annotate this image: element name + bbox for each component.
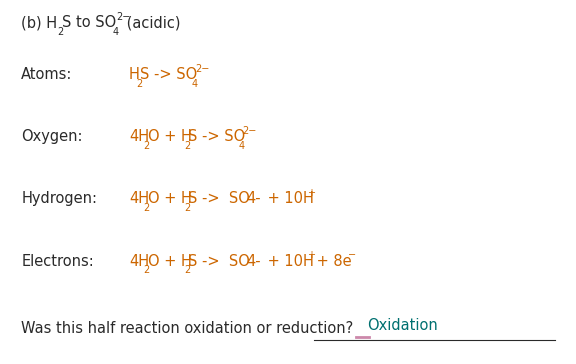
Text: 4-: 4- [246, 191, 260, 206]
Text: Hydrogen:: Hydrogen: [21, 191, 97, 206]
Text: +: + [307, 250, 315, 261]
Text: 2: 2 [58, 27, 64, 37]
Text: 4: 4 [112, 27, 119, 37]
Text: S ->  SO: S -> SO [188, 191, 250, 206]
Text: S ->  SO: S -> SO [188, 254, 250, 269]
Text: Oxygen:: Oxygen: [21, 129, 83, 144]
Text: O + H: O + H [147, 191, 191, 206]
Text: (b) H: (b) H [21, 15, 58, 30]
Text: S -> SO: S -> SO [141, 67, 198, 82]
Text: 4: 4 [191, 79, 198, 89]
Text: Electrons:: Electrons: [21, 254, 94, 269]
Text: −: − [348, 250, 357, 261]
Text: 4-: 4- [246, 254, 260, 269]
Text: H: H [129, 67, 140, 82]
Text: (acidic): (acidic) [122, 15, 180, 30]
Text: O + H: O + H [147, 129, 191, 144]
Text: Oxidation: Oxidation [367, 318, 438, 333]
Text: 2: 2 [184, 141, 190, 151]
Text: 2: 2 [143, 141, 150, 151]
Text: S -> SO: S -> SO [188, 129, 245, 144]
Text: + 8e: + 8e [312, 254, 352, 269]
Text: 2: 2 [184, 203, 190, 213]
Text: 2: 2 [137, 79, 143, 89]
Text: 2: 2 [184, 265, 190, 276]
Text: +: + [307, 188, 315, 198]
Text: + 10H: + 10H [263, 254, 314, 269]
Text: 4H: 4H [129, 129, 149, 144]
Text: Was this half reaction oxidation or reduction?: Was this half reaction oxidation or redu… [21, 321, 354, 336]
Text: 4: 4 [238, 141, 245, 151]
Text: 2−: 2− [195, 64, 210, 74]
Text: 4H: 4H [129, 191, 149, 206]
Text: 4H: 4H [129, 254, 149, 269]
Text: 2: 2 [143, 203, 150, 213]
Text: S to SO: S to SO [62, 15, 116, 30]
Text: + 10H: + 10H [263, 191, 314, 206]
Text: Atoms:: Atoms: [21, 67, 73, 82]
Text: O + H: O + H [147, 254, 191, 269]
Text: 2−: 2− [242, 126, 257, 136]
Text: 2: 2 [143, 265, 150, 276]
Text: 2−: 2− [116, 12, 131, 22]
